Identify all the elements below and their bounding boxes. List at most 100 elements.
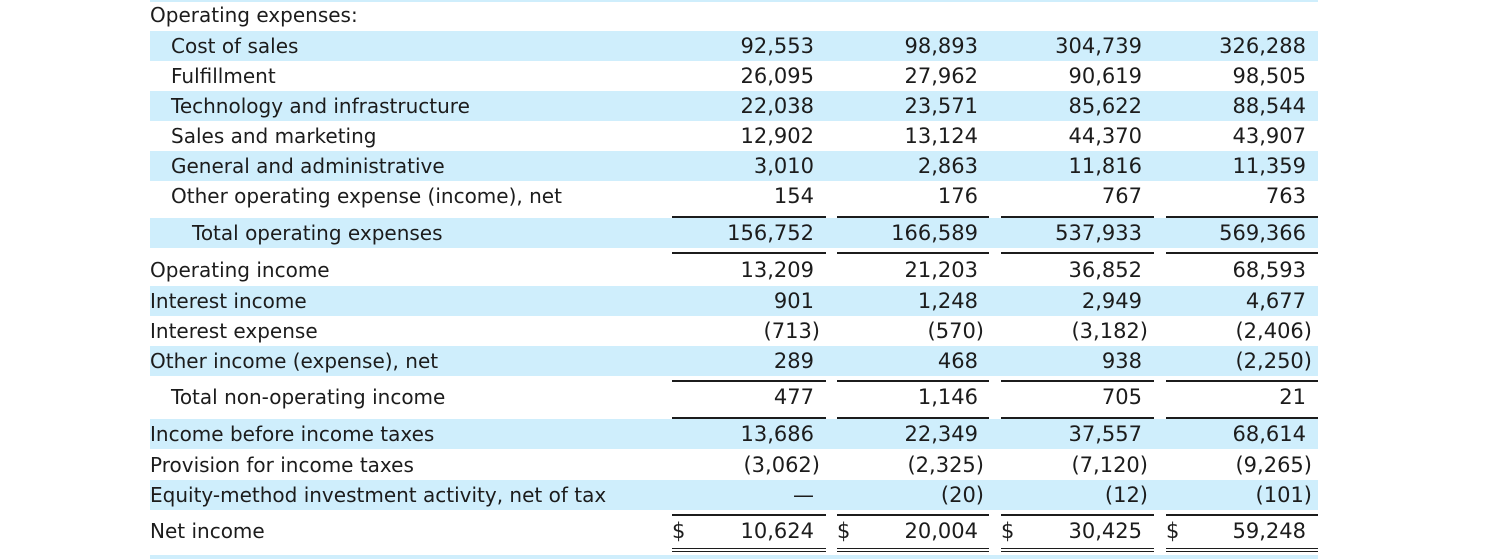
cell-col1: 22,038	[740, 94, 814, 118]
cell-col2: 23,571	[904, 94, 978, 118]
cell-col1: 13,209	[740, 258, 814, 282]
cell-col1: 10,624	[740, 519, 814, 543]
cell-col4: 569,366	[1219, 221, 1306, 245]
table-row-equity-method: Equity-method investment activity, net o…	[150, 480, 1318, 510]
cell-col3: (12)	[1104, 483, 1148, 507]
cell-col1: 92,553	[740, 34, 814, 58]
row-label: Provision for income taxes	[150, 453, 414, 477]
row-label: Interest income	[150, 289, 307, 313]
subtotal-rule	[672, 216, 826, 218]
cell-col3: 537,933	[1055, 221, 1142, 245]
cell-col1: —	[793, 483, 814, 507]
cell-col3: 30,425	[1068, 519, 1142, 543]
cell-col1: 3,010	[753, 154, 814, 178]
cell-col2: 2,863	[917, 154, 978, 178]
cell-col4: (9,265)	[1235, 453, 1312, 477]
cell-col2: 98,893	[904, 34, 978, 58]
cell-col3: 44,370	[1068, 124, 1142, 148]
subtotal-rule	[1001, 514, 1154, 516]
cell-col4: 68,614	[1232, 422, 1306, 446]
cell-col2: (2,325)	[907, 453, 984, 477]
total-double-rule	[837, 548, 989, 552]
cell-col3: 90,619	[1068, 64, 1142, 88]
subtotal-rule	[1166, 252, 1318, 254]
table-row-income-before-taxes: Income before income taxes 13,686 22,349…	[150, 419, 1318, 449]
cell-col1: (713)	[763, 319, 820, 343]
currency-symbol: $	[837, 519, 851, 543]
table-row-fulfillment: Fulfillment 26,095 27,962 90,619 98,505	[150, 61, 1318, 91]
table-row-sales-marketing: Sales and marketing 12,902 13,124 44,370…	[150, 121, 1318, 151]
cell-col3: 304,739	[1055, 34, 1142, 58]
cell-col2: 468	[937, 349, 978, 373]
subtotal-rule	[1001, 380, 1154, 382]
cell-col2: (570)	[927, 319, 984, 343]
cell-col2: 21,203	[904, 258, 978, 282]
subtotal-rule	[1001, 417, 1154, 419]
cell-col4: 326,288	[1219, 34, 1306, 58]
cell-col4: 21	[1279, 385, 1306, 409]
cell-col4: 4,677	[1245, 289, 1306, 313]
cell-col2: 176	[937, 184, 978, 208]
cell-col4: (101)	[1255, 483, 1312, 507]
row-label: Fulfillment	[171, 64, 276, 88]
cell-col1: 154	[773, 184, 814, 208]
row-label: Other income (expense), net	[150, 349, 439, 373]
subtotal-rule	[672, 514, 826, 516]
cell-col2: 22,349	[904, 422, 978, 446]
cell-col1: 477	[773, 385, 814, 409]
cell-col2: 13,124	[904, 124, 978, 148]
row-label: Total operating expenses	[192, 221, 443, 245]
subtotal-rule	[837, 514, 989, 516]
cell-col4: 59,248	[1232, 519, 1306, 543]
cell-col3: 705	[1101, 385, 1142, 409]
subtotal-rule	[1001, 216, 1154, 218]
table-row-cost-of-sales: Cost of sales 92,553 98,893 304,739 326,…	[150, 31, 1318, 61]
row-label: Operating income	[150, 258, 330, 282]
cell-col2: 20,004	[904, 519, 978, 543]
cell-col1: 13,686	[740, 422, 814, 446]
cell-col4: 88,544	[1232, 94, 1306, 118]
cell-col1: 289	[773, 349, 814, 373]
currency-symbol: $	[1166, 519, 1180, 543]
row-label: Total non-operating income	[171, 385, 446, 409]
cell-col4: 763	[1265, 184, 1306, 208]
cell-col3: 85,622	[1068, 94, 1142, 118]
row-label: Income before income taxes	[150, 422, 435, 446]
subtotal-rule	[672, 417, 826, 419]
subtotal-rule	[1166, 514, 1318, 516]
subtotal-rule	[1001, 252, 1154, 254]
cell-col2: (20)	[940, 483, 984, 507]
row-label: Net income	[150, 519, 265, 543]
cell-col4: 68,593	[1232, 258, 1306, 282]
cell-col4: (2,406)	[1235, 319, 1312, 343]
cell-col2: 27,962	[904, 64, 978, 88]
subtotal-rule	[837, 380, 989, 382]
subtotal-rule	[1166, 380, 1318, 382]
cell-col1: 156,752	[727, 221, 814, 245]
table-row-general-admin: General and administrative 3,010 2,863 1…	[150, 151, 1318, 181]
table-row-other-operating: Other operating expense (income), net 15…	[150, 181, 1318, 211]
cell-col3: 2,949	[1081, 289, 1142, 313]
table-row-interest-income: Interest income 901 1,248 2,949 4,677	[150, 286, 1318, 316]
bottom-band	[150, 555, 1318, 559]
table-row-interest-expense: Interest expense (713) (570) (3,182) (2,…	[150, 316, 1318, 346]
row-label: Sales and marketing	[171, 124, 377, 148]
table-row-provision-taxes: Provision for income taxes (3,062) (2,32…	[150, 450, 1318, 480]
row-label: Other operating expense (income), net	[171, 184, 562, 208]
cell-col1: 12,902	[740, 124, 814, 148]
row-label: Cost of sales	[171, 34, 299, 58]
total-double-rule	[1001, 548, 1154, 552]
subtotal-rule	[837, 252, 989, 254]
subtotal-rule	[1166, 216, 1318, 218]
currency-symbol: $	[1001, 519, 1015, 543]
cell-col3: 938	[1101, 349, 1142, 373]
table-row-other-income: Other income (expense), net 289 468 938 …	[150, 346, 1318, 376]
cell-col3: 767	[1101, 184, 1142, 208]
cell-col1: 26,095	[740, 64, 814, 88]
subtotal-rule	[1166, 417, 1318, 419]
cell-col1: (3,062)	[743, 453, 820, 477]
subtotal-rule	[672, 252, 826, 254]
cell-col1: 901	[773, 289, 814, 313]
section-header-operating-expenses: Operating expenses:	[150, 3, 358, 27]
subtotal-rule	[672, 380, 826, 382]
